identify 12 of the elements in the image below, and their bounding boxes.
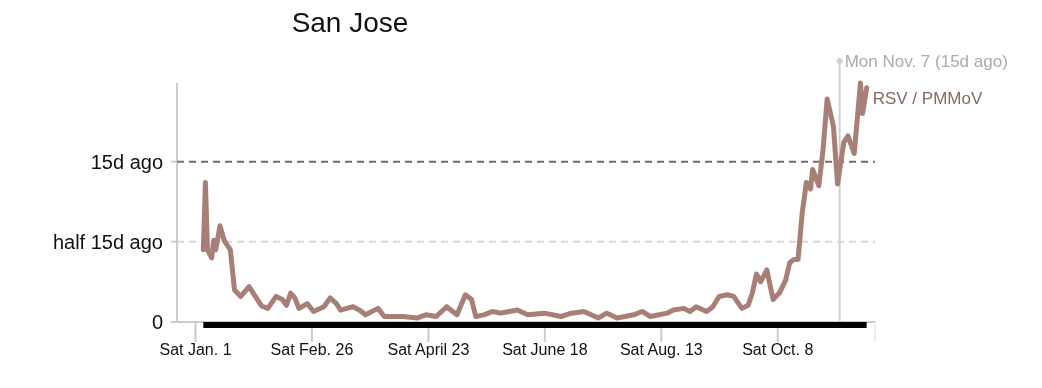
x-tick-label: Sat April 23 [387, 341, 470, 359]
x-tick-label: Sat June 18 [502, 341, 588, 359]
ref-line-label: Mon Nov. 7 (15d ago) [844, 52, 1008, 71]
series-label: RSV / PMMoV [872, 88, 983, 108]
x-tick-label: Sat Jan. 1 [159, 341, 232, 359]
ref-line-label: half 15d ago [52, 230, 163, 253]
x-tick-label: Sat Feb. 26 [270, 341, 354, 359]
x-tick-label: Sat Aug. 13 [619, 341, 703, 359]
chart-title: San Jose [291, 7, 409, 38]
ref-line-label: 0 [151, 311, 163, 333]
x-tick-label: Sat Oct. 8 [742, 341, 814, 359]
ref-line-label: 15d ago [90, 150, 163, 173]
